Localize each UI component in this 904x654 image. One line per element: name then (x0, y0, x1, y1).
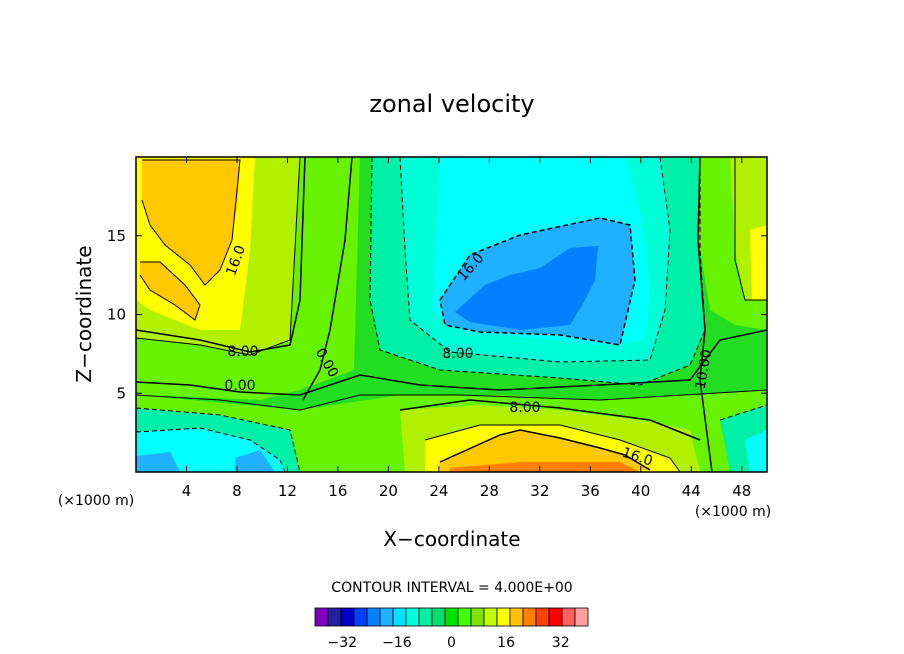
colorbar-tick-label: 32 (552, 635, 570, 651)
colorbar-swatch (340, 607, 355, 627)
x-axis-label: X−coordinate (383, 527, 520, 551)
field-patch-orange-top-left (142, 160, 240, 285)
contour-label: 0.00 (224, 378, 255, 394)
colorbar-swatch (327, 607, 342, 627)
field-patch-blue (455, 246, 598, 330)
colorbar-swatch (535, 607, 550, 627)
field-patch-dark-orange-bottom (450, 462, 640, 472)
chart-title: zonal velocity (369, 90, 534, 118)
contour-label: 10.00 (693, 348, 716, 390)
x-tick-label: 8 (232, 482, 242, 500)
colorbar (314, 607, 589, 627)
contour-lines (136, 157, 767, 472)
colorbar-swatch (457, 607, 472, 627)
y-axis-label: Z−coordinate (72, 245, 96, 382)
y-tick-label: 5 (116, 384, 126, 402)
colorbar-swatch (366, 607, 381, 627)
x-tick-label: 40 (631, 482, 650, 500)
contour-label: 8.00 (509, 400, 540, 416)
field-patch-orange-bottom (440, 430, 650, 472)
colorbar-tick-label: 0 (447, 635, 456, 651)
colorbar-swatch (561, 607, 576, 627)
x-tick-label: 48 (732, 482, 751, 500)
field-patch-blue-lower-mid (235, 450, 275, 472)
contour-interval-text: CONTOUR INTERVAL = 4.000E+00 (331, 580, 572, 596)
colorbar-swatch (496, 607, 511, 627)
x-tick-label: 4 (182, 482, 192, 500)
colorbar-tick-label: −16 (382, 635, 412, 651)
x-tick-label: 16 (328, 482, 347, 500)
x-tick-label: 28 (480, 482, 499, 500)
contour-label: 8.00 (442, 346, 473, 362)
colorbar-swatch (431, 607, 446, 627)
colorbar-swatch (522, 607, 537, 627)
x-tick-label: 20 (379, 482, 398, 500)
x-tick-label: 44 (682, 482, 701, 500)
field-patch-orange-left (140, 262, 200, 320)
contour-label: 8.00 (227, 344, 258, 360)
x-tick-label: 32 (530, 482, 549, 500)
colorbar-ticks: −32 −16 0 16 32 (328, 635, 570, 651)
x-axis-unit-right: (×1000 m) (695, 504, 771, 520)
colorbar-swatch (483, 607, 498, 627)
y-tick-label: 10 (107, 306, 126, 324)
colorbar-swatch (548, 607, 563, 627)
colorbar-swatch (444, 607, 459, 627)
x-axis-unit-left: (×1000 m) (58, 493, 134, 509)
x-tick-label: 24 (429, 482, 448, 500)
colorbar-swatch (353, 607, 368, 627)
colorbar-swatch (509, 607, 524, 627)
colorbar-swatch (470, 607, 485, 627)
x-tick-label: 12 (278, 482, 297, 500)
plot-area (136, 157, 767, 472)
colorbar-swatch (418, 607, 433, 627)
colorbar-swatch (379, 607, 394, 627)
colorbar-swatch (314, 607, 329, 627)
colorbar-swatch (392, 607, 407, 627)
colorbar-tick-label: 16 (497, 635, 515, 651)
y-axis: 5 10 15 (107, 227, 767, 402)
field-band-lower-right-cyan (745, 430, 767, 472)
y-tick-label: 15 (107, 227, 126, 245)
x-tick-label: 36 (581, 482, 600, 500)
colorbar-swatch (405, 607, 420, 627)
field-patch-blue-lower-left (136, 452, 180, 472)
field-patch-yellow-right (750, 225, 767, 300)
x-axis: 4 8 12 16 20 24 28 32 36 40 44 48 (182, 157, 751, 500)
colorbar-tick-label: −32 (328, 635, 358, 651)
colorbar-swatch (574, 607, 589, 627)
